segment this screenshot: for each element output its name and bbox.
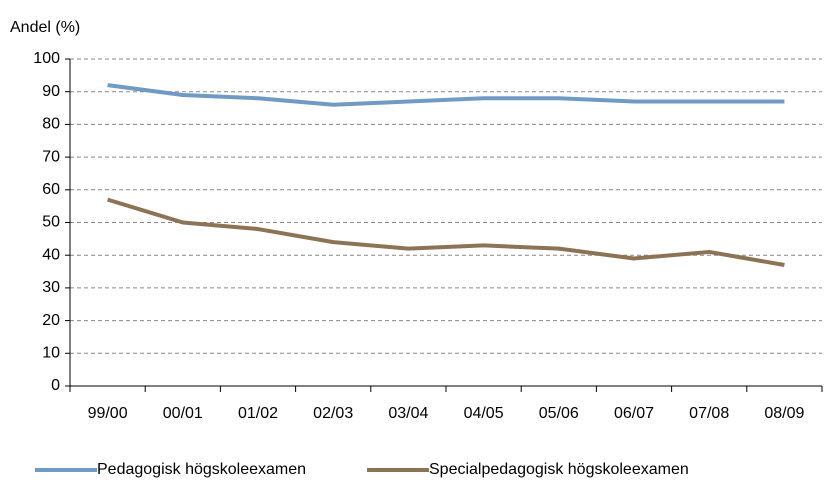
y-axis-label: Andel (%) <box>10 19 80 36</box>
x-tick-label: 05/06 <box>539 405 579 422</box>
x-tick-label: 99/00 <box>88 405 128 422</box>
y-tick-label: 20 <box>42 312 60 329</box>
x-tick-label: 08/09 <box>764 405 804 422</box>
series-line <box>107 197 785 267</box>
x-tick-label: 06/07 <box>614 405 654 422</box>
y-tick-label: 60 <box>42 181 60 198</box>
y-tick-label: 90 <box>42 83 60 100</box>
x-tick-label: 07/08 <box>689 405 729 422</box>
x-tick-label: 02/03 <box>313 405 353 422</box>
x-tick-label: 00/01 <box>163 405 203 422</box>
legend-label: Pedagogisk högskoleexamen <box>97 461 306 478</box>
x-tick-label: 03/04 <box>388 405 428 422</box>
y-tick-label: 10 <box>42 345 60 362</box>
y-tick-label: 70 <box>42 148 60 165</box>
y-tick-label: 0 <box>51 377 60 394</box>
y-tick-label: 100 <box>33 50 60 67</box>
y-tick-label: 40 <box>42 246 60 263</box>
y-tick-label: 30 <box>42 279 60 296</box>
y-tick-label: 50 <box>42 214 60 231</box>
legend-label: Specialpedagogisk högskoleexamen <box>429 461 689 478</box>
y-tick-label: 80 <box>42 116 60 133</box>
x-tick-label: 01/02 <box>238 405 278 422</box>
series-line <box>107 83 785 107</box>
x-tick-label: 04/05 <box>464 405 504 422</box>
